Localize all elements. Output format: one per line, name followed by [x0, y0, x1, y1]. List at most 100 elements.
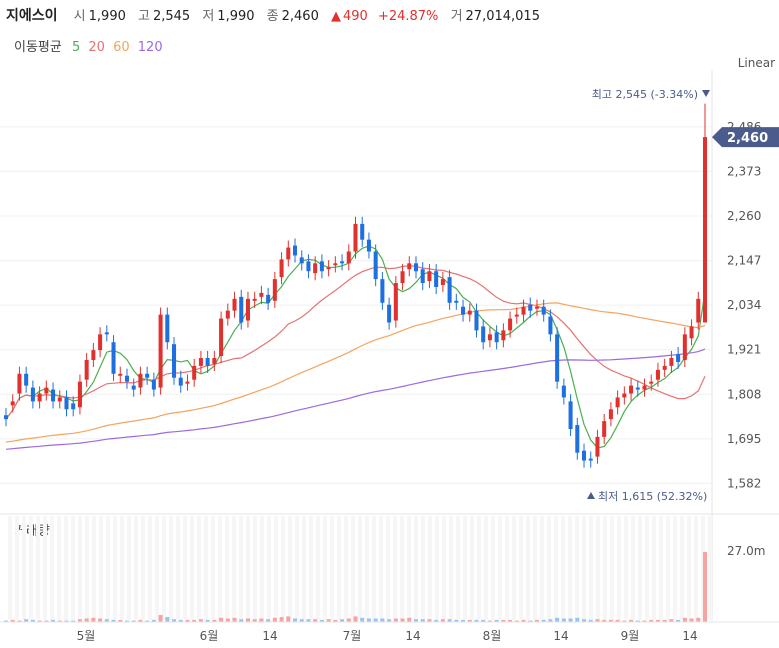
volume-background-bar — [22, 516, 26, 620]
volume-background-bar — [204, 516, 208, 620]
candle-body — [474, 310, 479, 331]
volume-background-bar — [372, 516, 376, 620]
candle-body — [292, 245, 298, 256]
price-tick-label: 1,808 — [727, 387, 761, 401]
volume-bar — [131, 620, 136, 622]
candle-body — [360, 223, 365, 240]
volume-bar — [340, 619, 345, 622]
price-tick-label: 1,582 — [727, 476, 761, 490]
candle-body — [380, 279, 385, 303]
candle-body — [104, 332, 109, 335]
volume-bar — [555, 617, 560, 622]
candle-body — [165, 314, 170, 343]
volume-bar — [575, 617, 580, 622]
volume-background-bar — [302, 516, 306, 620]
volume-bar — [629, 619, 634, 622]
volume-bar — [104, 619, 109, 622]
volume-background-bar — [281, 516, 285, 620]
volume-bar — [172, 619, 177, 622]
volume-background-bar — [498, 516, 502, 620]
candle-body — [266, 294, 271, 303]
candle-body — [239, 296, 244, 323]
volume-bar — [313, 619, 318, 622]
volume-bar — [151, 619, 156, 622]
volume-bar — [360, 617, 365, 622]
candle-body — [602, 421, 607, 437]
volume-bar — [682, 617, 687, 622]
volume-bar — [662, 619, 667, 622]
candle-body — [346, 251, 351, 264]
volume-background-bar — [99, 516, 103, 620]
ma-120[interactable]: 120 — [137, 40, 163, 55]
candle-body — [541, 306, 546, 315]
volume-bar — [44, 620, 49, 622]
volume-background-bar — [190, 516, 194, 620]
volume-background-bar — [386, 516, 390, 620]
volume-background-bar — [407, 516, 411, 620]
volume-value: 27,014,015 — [465, 9, 540, 24]
stock-header: 지에스이 시 1,990 고 2,545 저 1,990 종 2,460 ▲ 490 +2… — [6, 6, 548, 26]
volume-bar — [205, 619, 210, 622]
candle-body — [299, 257, 304, 264]
volume-bar — [178, 619, 183, 622]
volume-bar — [30, 619, 35, 622]
volume-background-bar — [211, 516, 215, 620]
volume-background-bar — [694, 516, 698, 620]
ma-5-line — [5, 245, 706, 449]
volume-background-bar — [428, 516, 432, 620]
candle-body — [192, 365, 197, 380]
volume-bar — [622, 620, 627, 622]
price-tick-label: 2,034 — [727, 298, 761, 312]
volume-bar — [252, 619, 257, 622]
candle-body — [138, 373, 143, 388]
candle-body — [461, 306, 466, 315]
volume-background-bar — [687, 516, 691, 620]
volume-background-bar — [624, 516, 628, 620]
volume-bar — [37, 620, 42, 622]
candle-body — [514, 314, 519, 317]
ma-60[interactable]: 60 — [113, 40, 130, 55]
candle-body — [319, 261, 324, 272]
ma-legend[interactable]: 이동평균 5 20 60 120 — [14, 36, 169, 55]
up-arrow-icon: ▲ — [330, 9, 341, 24]
x-tick-label: 6월 — [200, 629, 219, 643]
volume-background-bar — [148, 516, 152, 620]
open-label: 시 — [73, 9, 86, 24]
volume-bar — [447, 619, 452, 622]
volume-background-bar — [491, 516, 495, 620]
scale-mode-toggle[interactable]: Linear — [737, 56, 775, 70]
ma-60-line — [5, 302, 706, 443]
candle-body — [568, 401, 573, 429]
volume-background-bar — [666, 516, 670, 620]
volume-bar — [239, 619, 244, 622]
volume-bar — [615, 619, 620, 622]
volume-bar — [272, 617, 277, 622]
volume-bar — [400, 618, 405, 622]
x-tick-label: 5월 — [77, 629, 96, 643]
volume-background-bar — [456, 516, 460, 620]
volume-bar — [292, 618, 298, 622]
candle-body — [696, 298, 701, 323]
volume-background-bar — [533, 516, 537, 620]
max-marker-icon — [702, 90, 710, 97]
ma-5[interactable]: 5 — [71, 40, 81, 55]
volume-bar — [346, 618, 351, 622]
volume-bar — [198, 619, 203, 622]
volume-background-bar — [659, 516, 663, 620]
volume-background-bar — [589, 516, 593, 620]
volume-background-bar — [575, 516, 579, 620]
candle-body — [447, 277, 452, 303]
candle-body — [400, 271, 405, 284]
volume-background-bar — [512, 516, 516, 620]
candle-body — [487, 334, 492, 341]
volume-bar — [10, 619, 15, 622]
volume-bar — [158, 615, 163, 622]
volume-background-bar — [120, 516, 124, 620]
volume-background-bar — [197, 516, 201, 620]
candle-body — [145, 373, 150, 378]
volume-bar — [534, 619, 539, 622]
volume-background-bar — [519, 516, 523, 620]
ma-20[interactable]: 20 — [88, 40, 105, 55]
volume-background-bar — [344, 516, 348, 620]
